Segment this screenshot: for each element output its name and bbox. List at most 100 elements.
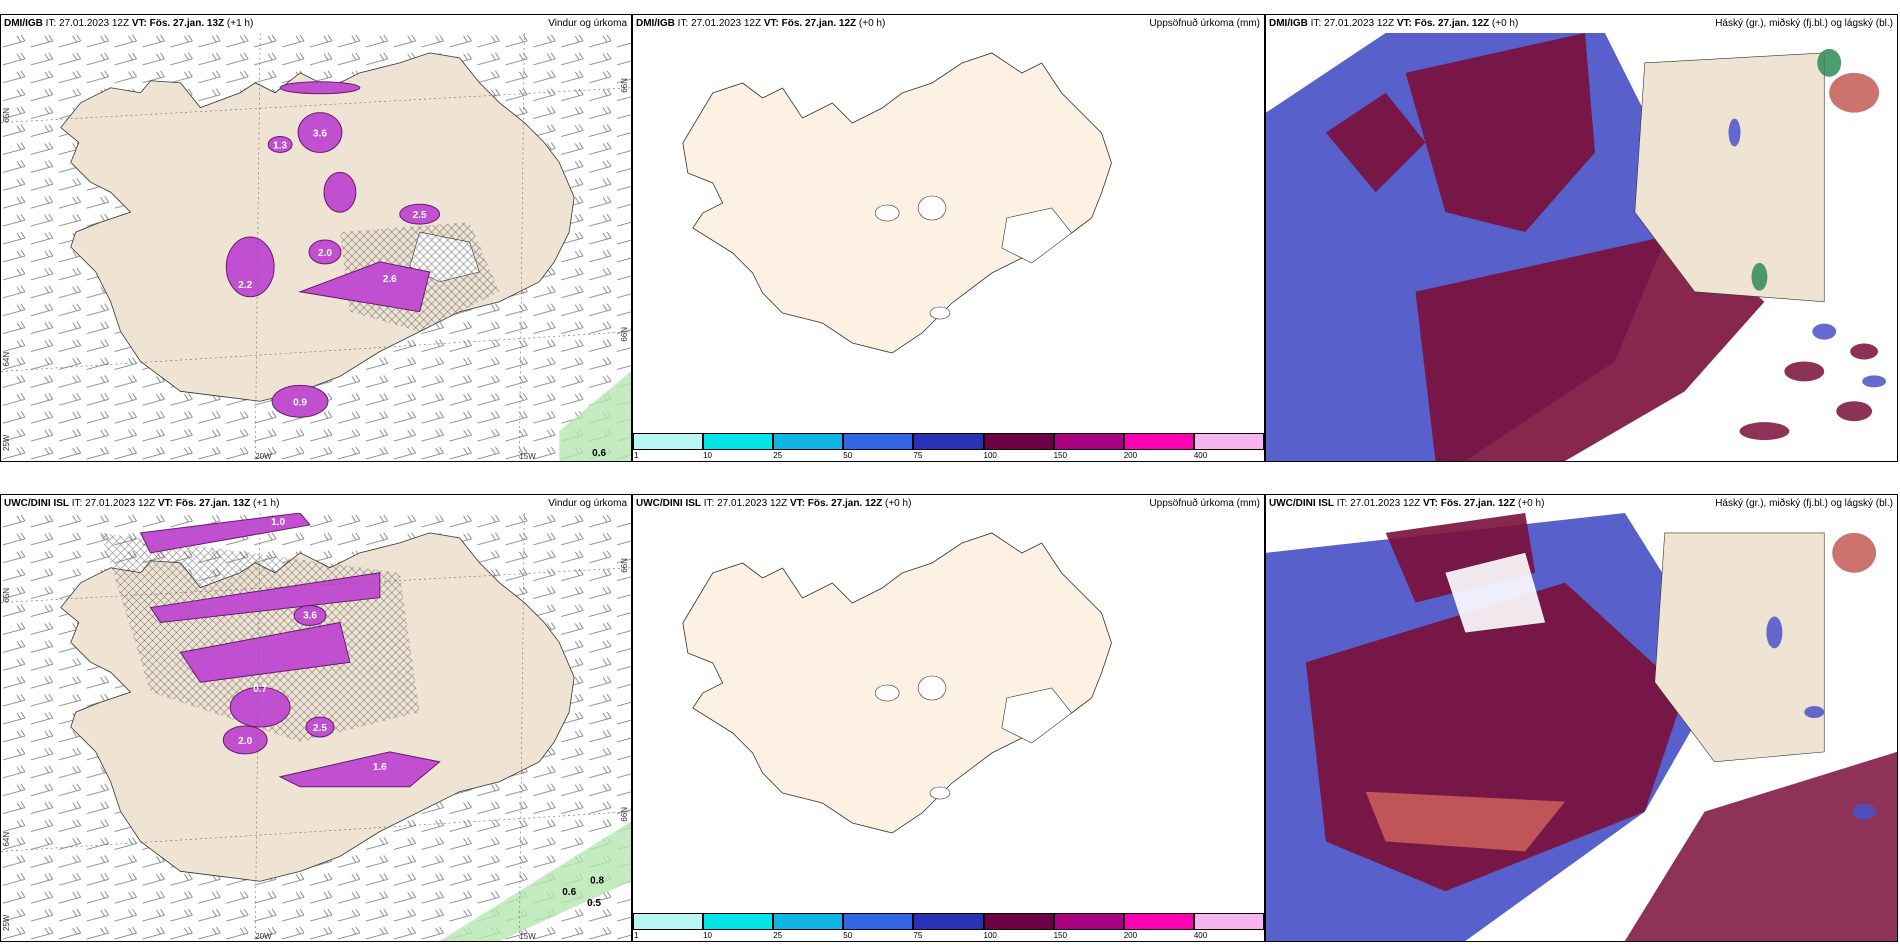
model-name: DMI/IGB: [4, 18, 43, 29]
lat-label: 66N: [620, 78, 629, 93]
vt-value: Fös. 27.jan. 12Z: [1414, 18, 1490, 29]
vt-value: Fös. 27.jan. 12Z: [807, 498, 883, 509]
lead-time: (+0 h): [885, 498, 912, 509]
colorbar-label: 400: [1193, 931, 1208, 940]
panel-header: UWC/DINI ISL IT: 27.01.2023 12Z VT: Fös.…: [633, 495, 1264, 513]
low-cloud-patches: [1766, 616, 1877, 820]
green-precip: [559, 371, 631, 461]
it-value: 27.01.2023 12Z: [59, 18, 130, 29]
vt-value: Fös. 27.jan. 12Z: [1440, 498, 1516, 509]
panel-title: Uppsöfnuð úrkoma (mm): [1149, 498, 1260, 509]
colorbar-label: 200: [1123, 931, 1138, 940]
glacier: [917, 195, 947, 221]
colorbar-label: 1: [634, 451, 639, 460]
glacier: [874, 684, 900, 702]
precip-value: 2.6: [383, 274, 397, 285]
colorbar-swatch: [703, 913, 774, 930]
precip-value: 0.5: [587, 898, 601, 909]
colorbar-label: 25: [773, 931, 783, 940]
high-cloud-reddish: [1832, 532, 1877, 573]
precip-value: 1.3: [273, 140, 287, 151]
glacier: [929, 786, 951, 800]
lat-label: 66N: [620, 558, 629, 573]
lat-label: 66N: [620, 327, 629, 342]
it-label: IT:: [71, 498, 83, 509]
panel-header: DMI/IGB IT: 27.01.2023 12Z VT: Fös. 27.j…: [1266, 15, 1897, 33]
lead-time: (+0 h): [1518, 498, 1545, 509]
colorbar-swatch: [1053, 913, 1124, 930]
vt-label: VT:: [763, 18, 779, 29]
it-value: 27.01.2023 12Z: [691, 18, 762, 29]
colorbar-swatch: [703, 433, 774, 450]
panel-uwc-accum-precip: UWC/DINI ISL IT: 27.01.2023 12Z VT: Fös.…: [632, 494, 1265, 942]
model-name: UWC/DINI ISL: [4, 498, 69, 509]
colorbar-swatch: [913, 913, 984, 930]
cloud-map: [1266, 513, 1897, 941]
colorbar-label: 200: [1123, 451, 1138, 460]
low-cloud-patches: [1728, 118, 1887, 388]
lat-label: 64N: [2, 352, 11, 367]
colorbar-swatch: [773, 433, 844, 450]
colorbar-label: 100: [983, 931, 997, 940]
colorbar-swatch: [1123, 913, 1194, 930]
colorbar-label: 400: [1193, 451, 1208, 460]
glacier: [929, 306, 951, 320]
precip-value: 3.6: [313, 129, 327, 140]
map-area: 3.6 1.3 2.5 2.0 2.6 2.2 0.9 0.6 66N 65N …: [1, 33, 631, 461]
panel-header: DMI/IGB IT: 27.01.2023 12Z VT: Fös. 27.j…: [633, 15, 1264, 33]
panel-dmi-clouds: DMI/IGB IT: 27.01.2023 12Z VT: Fös. 27.j…: [1265, 14, 1898, 462]
colorbar-label: 50: [843, 451, 853, 460]
colorbar-swatch: [983, 913, 1054, 930]
lat-label: 64N: [2, 832, 11, 847]
lead-time: (+1 h): [226, 18, 254, 29]
map-area: 3.6 1.0 2.0 1.6 2.5 0.7 0.6 0.8 0.5 66N …: [1, 513, 631, 941]
high-cloud-reddish: [1829, 72, 1880, 113]
colorbar-swatch: [1053, 433, 1124, 450]
model-name: DMI/IGB: [636, 18, 675, 29]
it-value: 27.01.2023 12Z: [1324, 18, 1395, 29]
vt-value: Fös. 27.jan. 13Z: [175, 498, 251, 509]
panel-uwc-wind-precip: UWC/DINI ISL IT: 27.01.2023 12Z VT: Fös.…: [0, 494, 632, 942]
precip-value: 2.0: [238, 736, 252, 747]
colorbar-swatch: [1193, 913, 1264, 930]
precip-cells: [225, 81, 441, 418]
lead-time: (+1 h): [253, 498, 280, 509]
wind-precip-map: 3.6 1.3 2.5 2.0 2.6 2.2 0.9 0.6 66N 65N …: [1, 33, 631, 461]
colorbar-swatch: [633, 433, 704, 450]
precip-value: 3.6: [303, 611, 317, 622]
vt-label: VT:: [131, 18, 147, 29]
colorbar-label: 100: [983, 451, 997, 460]
panel-title: Vindur og úrkoma: [548, 18, 627, 29]
green-precip: [439, 821, 631, 941]
map-area: [633, 513, 1264, 913]
precip-value: 0.7: [253, 684, 267, 695]
precip-value: 1.0: [271, 517, 285, 528]
lon-label: 25W: [2, 914, 11, 931]
precip-cells: [139, 513, 441, 788]
cloud-map: [1266, 33, 1897, 461]
map-area: [1266, 513, 1897, 941]
panel-header: UWC/DINI ISL IT: 27.01.2023 12Z VT: Fös.…: [1, 495, 631, 513]
colorbar-label: 50: [843, 931, 853, 940]
precip-value: 2.5: [313, 723, 327, 734]
precip-value: 0.9: [293, 397, 307, 408]
colorbar-swatch: [843, 913, 914, 930]
panel-dmi-accum-precip: DMI/IGB IT: 27.01.2023 12Z VT: Fös. 27.j…: [632, 14, 1265, 462]
mid-cloud-area: [1405, 33, 1595, 233]
panel-header: UWC/DINI ISL IT: 27.01.2023 12Z VT: Fös.…: [1266, 495, 1897, 513]
graticule: [1, 513, 631, 941]
lead-time: (+0 h): [858, 18, 886, 29]
panel-title: Uppsöfnuð úrkoma (mm): [1149, 18, 1260, 29]
vt-label: VT:: [1396, 18, 1412, 29]
wind-precip-map: 3.6 1.0 2.0 1.6 2.5 0.7 0.6 0.8 0.5 66N …: [1, 513, 631, 941]
colorbar-swatch: [913, 433, 984, 450]
accum-precip-map: [682, 52, 1112, 354]
glacier: [1001, 687, 1073, 744]
lat-label: 65N: [2, 588, 11, 603]
lon-label: 25W: [2, 434, 11, 451]
glacier: [874, 204, 900, 222]
panel-title: Háský (gr.), miðský (fj.bl.) og lágský (…: [1715, 498, 1893, 509]
precip-value: 0.8: [590, 875, 604, 886]
it-value: 27.01.2023 12Z: [1350, 498, 1421, 509]
panel-title: Háský (gr.), miðský (fj.bl.) og lágský (…: [1715, 18, 1893, 29]
